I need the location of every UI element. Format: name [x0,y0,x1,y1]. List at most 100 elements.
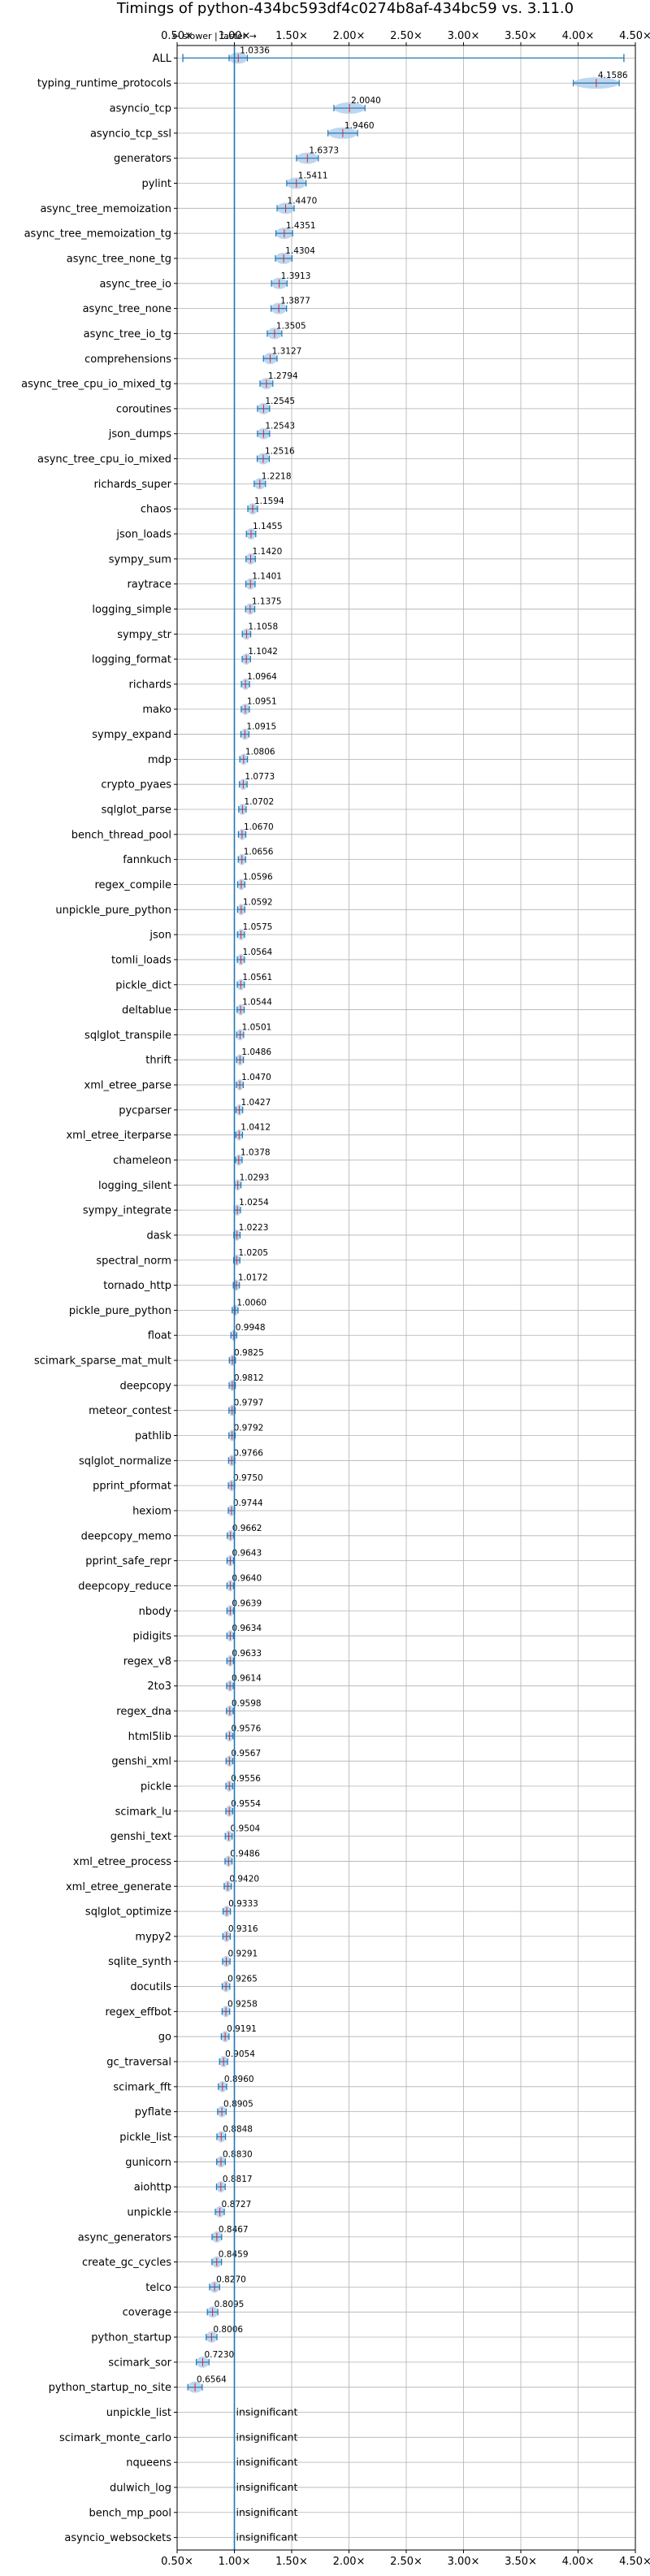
value-label: 1.3127 [272,346,302,356]
value-label: 0.9643 [232,1549,262,1559]
direction-note: ← slower | faster → [172,31,257,41]
category-label: pprint_pformat [93,1481,171,1493]
category-label: chaos [141,504,171,516]
category-label: coroutines [116,403,171,415]
category-label: scimark_lu [115,1806,171,1818]
category-label: typing_runtime_protocols [37,78,171,90]
category-label: generators [114,153,171,165]
category-label: async_tree_memoization [40,203,171,215]
category-label: bench_mp_pool [89,2507,171,2519]
category-label: dulwich_log [110,2482,171,2494]
value-label: 1.5411 [298,171,328,181]
value-label: 1.0544 [242,998,272,1008]
category-label: genshi_xml [111,1756,171,1768]
category-label: sympy_integrate [83,1205,171,1217]
benchmark-rows: ALL 1.0336 typing_runtime_protocols 4.1586 a… [21,46,628,2550]
category-label: json_loads [115,528,171,540]
value-label: 1.0561 [242,973,272,982]
value-label: 0.9556 [231,1774,261,1784]
category-label: unpickle [127,2206,171,2218]
value-label: 0.8830 [223,2149,253,2159]
value-label: 0.8727 [222,2200,252,2210]
value-label: 1.0336 [240,46,270,55]
value-label: 1.1401 [252,572,282,582]
x-tick-label-top: 3.00× [448,30,480,42]
category-label: meteor_contest [89,1405,171,1417]
category-label: fannkuch [123,854,171,866]
value-label: 1.0501 [242,1022,272,1032]
category-label: python_startup_no_site [49,2382,171,2394]
x-tick-label-top: 4.00× [562,30,595,42]
category-label: unpickle_list [106,2407,171,2419]
value-label: 0.9054 [225,2049,255,2059]
value-label: 1.0060 [236,1298,266,1308]
value-label: 0.9291 [228,1949,258,1959]
insignificant-label: insignificant [236,2506,298,2518]
x-tick-label-top: 4.50× [619,30,650,42]
category-label: tomli_loads [111,954,171,966]
value-label: 1.3877 [280,297,310,306]
chart-title: Timings of python-434bc593df4c0274b8af-4… [116,0,574,17]
category-label: gc_traversal [106,2057,171,2069]
value-label: 1.1594 [254,497,284,506]
value-label: 1.0596 [243,872,273,882]
category-label: async_tree_cpu_io_mixed_tg [21,379,171,391]
value-label: 0.9258 [228,1999,258,2009]
x-tick-label-top: 3.50× [505,30,537,42]
category-label: pickle_pure_python [69,1305,171,1317]
category-label: create_gc_cycles [82,2257,171,2269]
value-label: 2.0040 [351,96,381,106]
value-label: 0.9634 [232,1624,262,1633]
value-label: 1.0223 [239,1223,269,1233]
x-tick-label-top: 1.50× [275,30,308,42]
insignificant-label: insignificant [236,2405,298,2418]
category-label: raytrace [127,579,171,591]
category-label: asyncio_tcp_ssl [90,128,171,140]
value-label: 0.9744 [233,1498,263,1508]
category-label: sqlite_synth [108,1956,171,1968]
category-label: 2to3 [147,1680,171,1693]
category-label: sympy_sum [109,553,171,566]
value-label: 0.8095 [214,2300,245,2309]
category-label: logging_silent [98,1180,171,1192]
value-label: 1.9460 [344,121,375,131]
value-label: 1.2794 [268,371,298,381]
category-label: bench_thread_pool [72,829,171,841]
value-label: 1.0205 [238,1248,268,1258]
category-label: ALL [153,53,172,65]
category-label: thrift [145,1055,171,1067]
category-label: xml_etree_generate [66,1881,171,1893]
value-label: 0.6564 [197,2375,227,2385]
x-tick-label-bottom: 3.50× [505,2556,537,2568]
value-label: 0.8006 [213,2325,243,2335]
value-label: 1.0964 [247,672,277,682]
x-tick-label-bottom: 4.00× [562,2556,595,2568]
value-label: 0.8960 [224,2075,254,2084]
category-label: asyncio_websockets [64,2532,171,2544]
category-label: float [148,1330,171,1342]
value-label: 0.9504 [231,1824,261,1834]
value-label: 1.3505 [276,321,306,331]
category-label: pylint [141,178,171,190]
category-label: tornado_http [103,1280,171,1292]
x-tick-label-bottom: 0.50× [161,2556,193,2568]
value-label: 1.1042 [248,647,278,657]
category-label: async_tree_io [99,278,171,290]
value-label: 0.9948 [236,1323,266,1333]
value-label: 1.4304 [285,246,315,256]
category-label: sqlglot_transpile [84,1030,171,1042]
category-label: asyncio_tcp [110,103,171,115]
category-label: pycparser [119,1104,171,1117]
value-label: 1.4351 [286,221,316,231]
category-label: chameleon [113,1155,171,1167]
value-label: 0.7230 [204,2350,234,2360]
value-label: 0.9576 [232,1724,262,1733]
value-label: 1.1420 [253,547,283,557]
value-label: 1.0254 [239,1198,269,1208]
category-label: mypy2 [135,1931,171,1943]
value-label: 1.0412 [240,1123,271,1133]
value-label: 1.0951 [247,697,277,707]
category-label: async_tree_none [83,303,171,315]
value-label: 0.9598 [232,1699,262,1709]
